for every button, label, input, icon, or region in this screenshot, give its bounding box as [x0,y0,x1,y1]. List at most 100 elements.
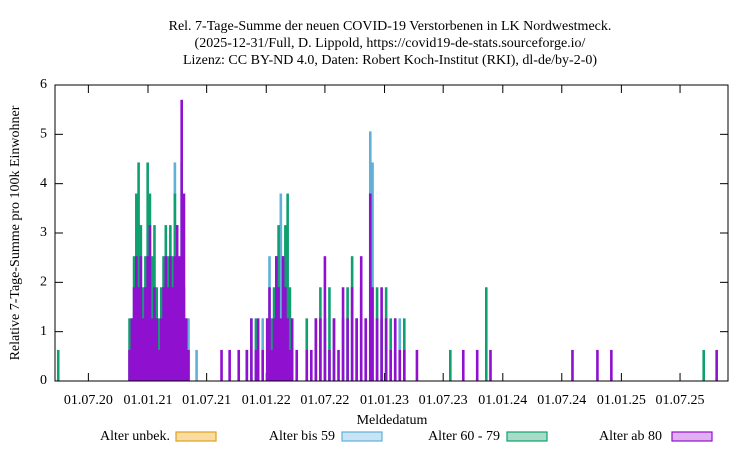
bar [132,287,136,381]
bar [159,318,163,381]
legend-label: Alter unbek. [100,429,170,444]
legend-swatch [175,431,217,442]
bar [415,349,419,381]
chart-subtitle: (2025-12-31/Full, D. Lippold, https://co… [195,36,586,51]
bar [277,287,280,381]
x-tick-label: 01.01.21 [123,393,172,408]
y-tick-label: 3 [40,225,47,240]
bar [286,318,289,381]
bar [359,256,363,381]
bar [178,256,181,381]
bar [265,318,269,381]
bar [389,318,392,381]
bar [250,318,253,381]
bar [715,349,718,381]
y-axis-label: Relative 7-Tage-Summe pro 100k Einwohner [8,105,23,360]
x-tick-label: 01.07.20 [64,393,113,408]
bar [184,318,188,381]
bar [254,349,258,381]
y-tick-label: 6 [40,77,47,92]
bar [268,287,271,381]
bar [314,318,318,381]
bar [371,287,374,381]
bar [389,349,392,381]
bar [341,287,345,381]
bar [449,349,452,381]
bar [228,349,231,381]
bar [275,256,278,381]
legend-swatch [341,431,383,442]
bar [284,287,287,381]
bar [139,256,143,381]
legend-label: Alter bis 59 [269,429,335,444]
x-tick-label: 01.07.21 [182,393,231,408]
bar [288,349,292,381]
bar [146,256,149,381]
bar [702,349,705,381]
y-tick-label: 5 [40,127,47,142]
bar [137,287,140,381]
bar [364,318,368,381]
bar [398,349,402,381]
bar [261,349,265,381]
bar [157,349,161,381]
bar [290,318,294,381]
bar [281,256,285,381]
x-axis-label: Meldedatum [357,413,428,428]
bar [371,162,374,381]
bar [484,287,488,381]
bar [323,256,327,381]
bar [279,193,283,381]
bar [346,318,349,381]
bar [288,287,292,381]
bar [402,318,406,381]
bar [610,349,613,381]
x-tick-label: 01.01.24 [478,393,527,408]
bar [375,318,379,381]
bar [128,318,131,381]
chart-title: Rel. 7-Tage-Summe der neuen COVID-19 Ver… [169,19,612,34]
bar [182,193,186,381]
bar [402,349,406,381]
bar [56,349,60,381]
legend-swatch [506,431,548,442]
bar [164,256,168,381]
bar [328,349,331,381]
bar [461,349,465,381]
bar [135,256,138,381]
bar [270,349,274,381]
y-tick-label: 2 [40,275,47,290]
bar [155,318,159,381]
bar [220,349,223,381]
bar [141,318,145,381]
bar [245,349,249,381]
bar [137,162,140,381]
plot-frame [54,84,729,382]
bar [286,193,289,381]
bar [195,349,198,381]
bar [261,318,265,381]
bar [130,318,134,381]
bar [169,256,172,381]
bar [153,287,156,381]
x-tick-label: 01.01.23 [360,393,409,408]
bar [187,349,190,381]
bar [180,99,183,382]
bar [305,318,309,381]
legend-label: Alter ab 80 [599,429,662,444]
x-tick-label: 01.07.22 [300,393,349,408]
bar [332,318,336,381]
y-tick-label: 1 [40,324,47,339]
bar [319,318,322,381]
bar [171,287,174,381]
bar [157,318,161,381]
bar [337,349,340,381]
legend-swatch [671,431,713,442]
x-tick-label: 01.07.25 [656,393,705,408]
legend-label: Alter 60 - 79 [428,429,500,444]
bar [571,349,574,381]
bar [368,193,372,381]
x-tick-label: 01.01.25 [597,393,646,408]
bar [305,349,309,381]
